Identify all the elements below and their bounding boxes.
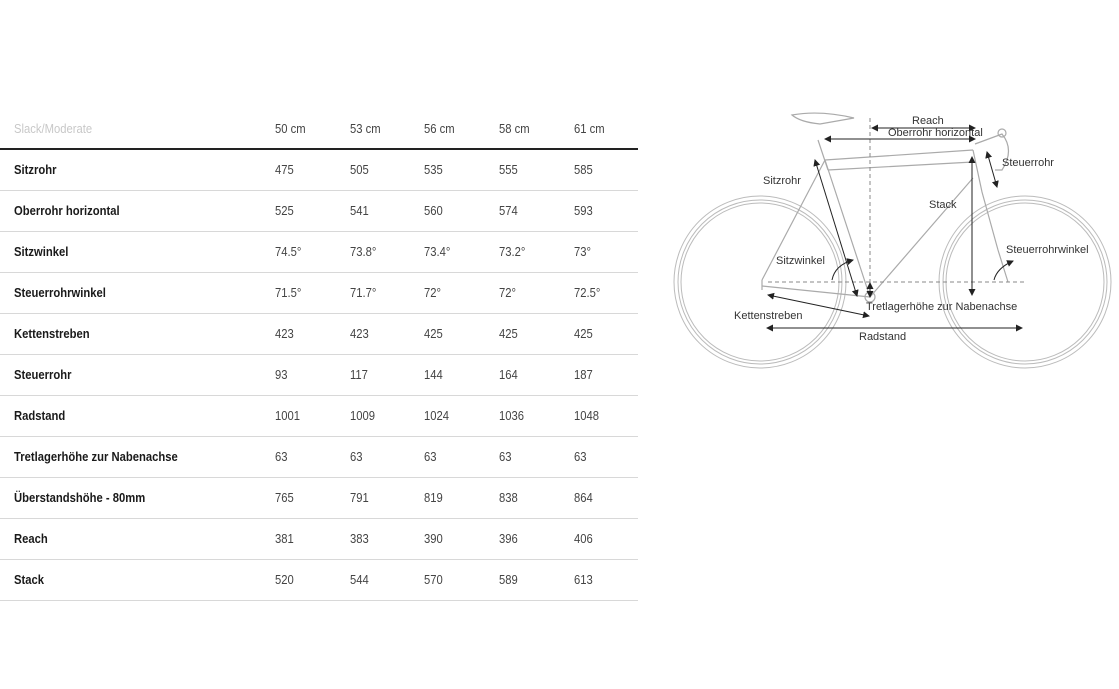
reference-lines bbox=[768, 118, 1025, 290]
row-value: 864 bbox=[574, 491, 593, 505]
row-value: 73.4° bbox=[424, 245, 451, 259]
row-value: 425 bbox=[499, 327, 518, 341]
table-row: Stack 520 544 570 589 613 bbox=[0, 560, 638, 601]
row-label: Kettenstreben bbox=[14, 327, 90, 341]
row-value: 613 bbox=[574, 573, 593, 587]
row-value: 63 bbox=[499, 450, 512, 464]
row-value: 390 bbox=[424, 532, 443, 546]
row-value: 585 bbox=[574, 163, 593, 177]
row-value: 63 bbox=[275, 450, 288, 464]
row-value: 425 bbox=[424, 327, 443, 341]
row-value: 570 bbox=[424, 573, 443, 587]
row-value: 71.5° bbox=[275, 286, 302, 300]
label-reach: Reach bbox=[912, 115, 944, 127]
size-header: 53 cm bbox=[350, 122, 381, 136]
row-value: 541 bbox=[350, 204, 369, 218]
row-value: 71.7° bbox=[350, 286, 377, 300]
row-label: Überstandshöhe - 80mm bbox=[14, 491, 146, 505]
row-value: 117 bbox=[350, 368, 368, 382]
label-top-tube: Oberrohr horizontal bbox=[888, 127, 983, 139]
row-value: 381 bbox=[275, 532, 294, 546]
table-row: Oberrohr horizontal 525 541 560 574 593 bbox=[0, 191, 638, 232]
dimension-arrows bbox=[766, 124, 1023, 332]
row-value: 838 bbox=[499, 491, 518, 505]
label-seat-angle: Sitzwinkel bbox=[776, 255, 825, 267]
row-value: 765 bbox=[275, 491, 294, 505]
label-head-tube: Steuerrohr bbox=[1002, 157, 1054, 169]
label-stack: Stack bbox=[929, 199, 957, 211]
row-value: 396 bbox=[499, 532, 518, 546]
row-value: 425 bbox=[574, 327, 593, 341]
table-row: Radstand 1001 1009 1024 1036 1048 bbox=[0, 396, 638, 437]
table-row: Steuerrohrwinkel 71.5° 71.7° 72° 72° 72.5° bbox=[0, 273, 638, 314]
row-value: 423 bbox=[350, 327, 369, 341]
row-label: Steuerrohr bbox=[14, 368, 72, 382]
row-value: 505 bbox=[350, 163, 369, 177]
label-bb-drop: Tretlagerhöhe zur Nabenachse bbox=[866, 301, 1017, 313]
row-value: 144 bbox=[424, 368, 443, 382]
row-value: 791 bbox=[350, 491, 369, 505]
table-row: Überstandshöhe - 80mm 765 791 819 838 864 bbox=[0, 478, 638, 519]
table-row: Tretlagerhöhe zur Nabenachse 63 63 63 63 63 bbox=[0, 437, 638, 478]
table-row: Kettenstreben 423 423 425 425 425 bbox=[0, 314, 638, 355]
row-value: 1036 bbox=[499, 409, 525, 423]
label-seat-tube: Sitzrohr bbox=[763, 175, 801, 187]
bike-geometry-diagram: Reach Oberrohr horizontal Steuerrohr Sit… bbox=[673, 112, 1112, 369]
preset-label: Slack/Moderate bbox=[14, 122, 93, 136]
row-value: 74.5° bbox=[275, 245, 302, 259]
table-header: Slack/Moderate 50 cm 53 cm 56 cm 58 cm 6… bbox=[0, 110, 638, 150]
row-value: 63 bbox=[350, 450, 363, 464]
table-row: Sitzrohr 475 505 535 555 585 bbox=[0, 150, 638, 191]
row-value: 73.8° bbox=[350, 245, 377, 259]
label-head-angle: Steuerrohrwinkel bbox=[1006, 244, 1089, 256]
row-value: 1001 bbox=[275, 409, 301, 423]
row-value: 423 bbox=[275, 327, 294, 341]
row-value: 535 bbox=[424, 163, 443, 177]
row-value: 520 bbox=[275, 573, 294, 587]
table-row: Reach 381 383 390 396 406 bbox=[0, 519, 638, 560]
row-value: 63 bbox=[574, 450, 587, 464]
row-value: 593 bbox=[574, 204, 593, 218]
row-value: 555 bbox=[499, 163, 518, 177]
row-label: Sitzrohr bbox=[14, 163, 57, 177]
label-chainstay: Kettenstreben bbox=[734, 310, 803, 322]
row-label: Sitzwinkel bbox=[14, 245, 69, 259]
row-value: 819 bbox=[424, 491, 443, 505]
row-label: Tretlagerhöhe zur Nabenachse bbox=[14, 450, 178, 464]
row-value: 1009 bbox=[350, 409, 376, 423]
row-value: 1048 bbox=[574, 409, 600, 423]
label-wheelbase: Radstand bbox=[859, 331, 906, 343]
row-value: 72.5° bbox=[574, 286, 601, 300]
row-value: 63 bbox=[424, 450, 437, 464]
row-value: 589 bbox=[499, 573, 518, 587]
row-value: 164 bbox=[499, 368, 518, 382]
geometry-table: Slack/Moderate 50 cm 53 cm 56 cm 58 cm 6… bbox=[0, 110, 638, 601]
row-label: Radstand bbox=[14, 409, 66, 423]
row-label: Reach bbox=[14, 532, 48, 546]
row-value: 475 bbox=[275, 163, 294, 177]
row-value: 544 bbox=[350, 573, 369, 587]
row-value: 72° bbox=[424, 286, 442, 300]
row-value: 1024 bbox=[424, 409, 450, 423]
row-value: 73° bbox=[574, 245, 592, 259]
row-value: 383 bbox=[350, 532, 369, 546]
row-label: Stack bbox=[14, 573, 45, 587]
row-label: Oberrohr horizontal bbox=[14, 204, 120, 218]
row-value: 73.2° bbox=[499, 245, 526, 259]
row-value: 93 bbox=[275, 368, 288, 382]
row-value: 406 bbox=[574, 532, 593, 546]
row-value: 72° bbox=[499, 286, 517, 300]
table-row: Sitzwinkel 74.5° 73.8° 73.4° 73.2° 73° bbox=[0, 232, 638, 273]
row-value: 574 bbox=[499, 204, 518, 218]
row-label: Steuerrohrwinkel bbox=[14, 286, 106, 300]
row-value: 525 bbox=[275, 204, 294, 218]
row-value: 187 bbox=[574, 368, 593, 382]
row-value: 560 bbox=[424, 204, 443, 218]
size-header: 50 cm bbox=[275, 122, 306, 136]
size-header: 61 cm bbox=[574, 122, 605, 136]
size-header: 56 cm bbox=[424, 122, 455, 136]
size-header: 58 cm bbox=[499, 122, 530, 136]
table-row: Steuerrohr 93 117 144 164 187 bbox=[0, 355, 638, 396]
